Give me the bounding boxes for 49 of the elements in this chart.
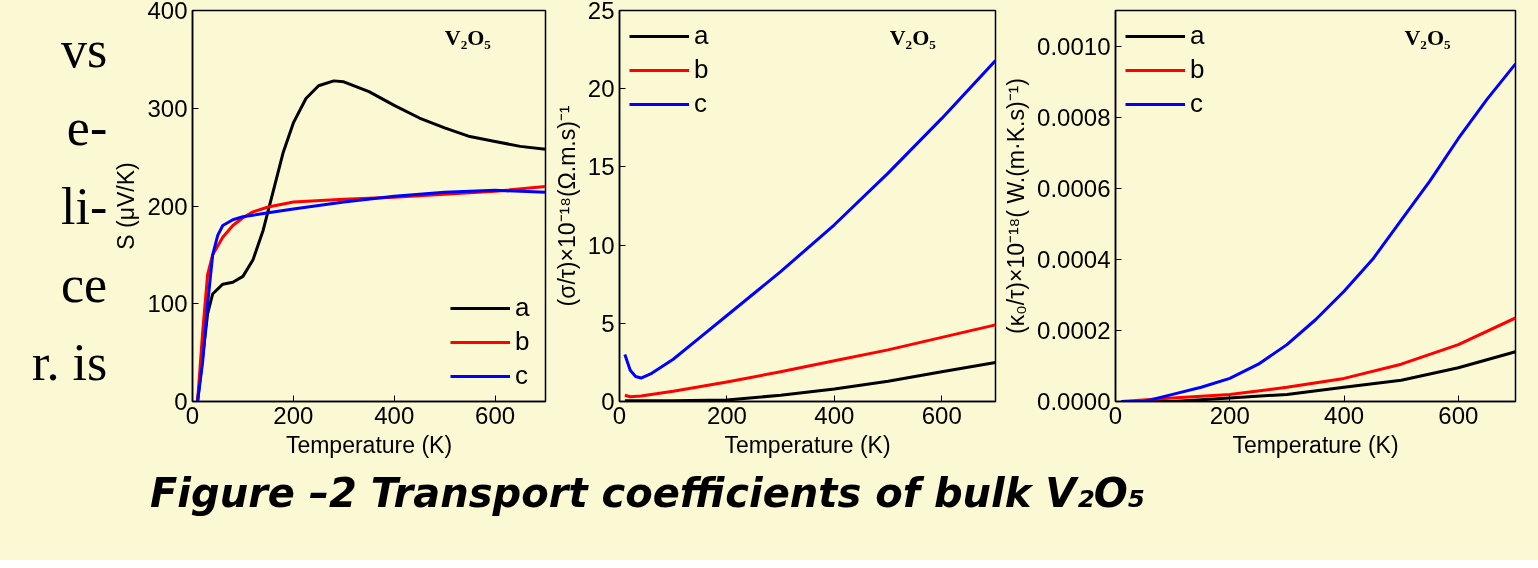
legend-label: c xyxy=(694,88,708,119)
y-tick-label: 0.0002 xyxy=(1037,316,1111,344)
y-axis-title: (σ/τ)×10⁻¹⁸(Ω.m.s)⁻¹ xyxy=(553,105,580,307)
text: ce xyxy=(61,255,108,313)
legend-label: b xyxy=(515,326,531,357)
legend-label: b xyxy=(1190,54,1206,85)
legend-label: b xyxy=(694,54,710,85)
text: li- xyxy=(60,177,108,235)
y-tick-label: 0.0006 xyxy=(1037,174,1111,202)
y-tick-label: 400 xyxy=(147,0,188,24)
annotation: V₂O₅ xyxy=(889,24,937,50)
text: vs xyxy=(60,21,108,79)
legend-label: c xyxy=(1190,88,1204,119)
y-axis-title: (κ₀/τ)×10⁻¹⁸( W.(m·K.s)⁻¹) xyxy=(1003,78,1030,334)
x-tick-label: 200 xyxy=(273,401,314,429)
y-tick-label: 0.0008 xyxy=(1037,103,1111,131)
x-tick-label: 600 xyxy=(921,401,962,429)
text: Figure –2 Transport coefficients of bulk V₂O₅ xyxy=(150,469,1146,518)
x-axis-title: Temperature (K) xyxy=(724,431,891,458)
y-tick-label: 100 xyxy=(147,290,188,318)
line-series xyxy=(623,59,996,380)
x-axis-title: Temperature (K) xyxy=(1232,431,1399,458)
x-axis-title: Temperature (K) xyxy=(285,431,453,458)
legend-label: a xyxy=(1190,20,1206,51)
x-tick-label: 600 xyxy=(475,401,516,429)
y-tick-label: 15 xyxy=(587,153,615,181)
y-tick-label: 10 xyxy=(587,231,615,259)
y-tick-label: 20 xyxy=(587,75,615,103)
x-tick-label: 200 xyxy=(1209,401,1250,429)
y-tick-label: 200 xyxy=(147,192,188,220)
legend-label: a xyxy=(515,292,531,323)
y-tick-label: 5 xyxy=(601,309,615,337)
x-tick-label: 400 xyxy=(374,401,415,429)
y-axis-title: S (μV/K) xyxy=(113,162,140,250)
text: r. is xyxy=(32,333,108,391)
y-tick-label: 0.0010 xyxy=(1037,32,1111,60)
x-tick-label: 400 xyxy=(1324,401,1365,429)
x-tick-label: 400 xyxy=(814,401,855,429)
y-tick-label: 0.0004 xyxy=(1037,245,1111,273)
y-tick-label: 300 xyxy=(147,94,188,122)
legend-label: c xyxy=(515,360,529,391)
annotation: V₂O₅ xyxy=(1404,24,1451,50)
legend-label: a xyxy=(694,20,710,51)
text: e- xyxy=(66,99,108,157)
x-tick-label: 200 xyxy=(706,401,747,429)
y-tick-label: 25 xyxy=(587,0,615,24)
annotation: V₂O₅ xyxy=(444,24,492,50)
line-series xyxy=(623,323,996,399)
x-tick-label: 600 xyxy=(1438,401,1479,429)
